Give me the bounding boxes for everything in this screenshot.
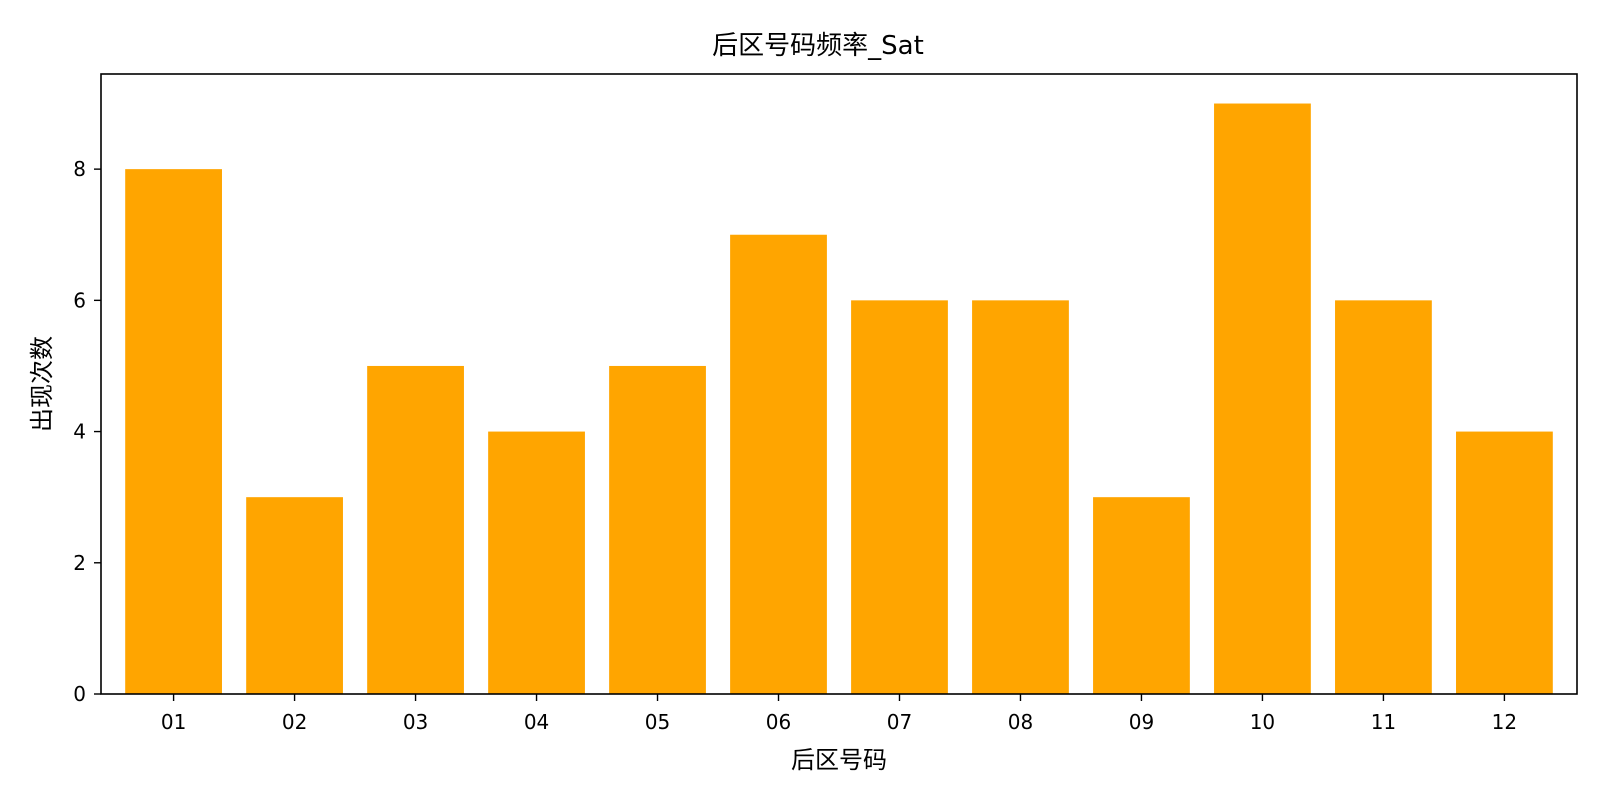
bar-03: [367, 365, 464, 694]
bar-10: [1214, 103, 1311, 695]
y-tick-label: 4: [73, 420, 86, 444]
chart-title: 后区号码频率_Sat: [712, 31, 924, 61]
bar-08: [972, 300, 1069, 694]
x-axis-label: 后区号码: [791, 746, 887, 774]
y-tick-label: 6: [73, 288, 86, 312]
x-tick-label: 12: [1492, 710, 1517, 734]
bar-09: [1093, 497, 1190, 694]
bar-12: [1456, 431, 1553, 694]
x-tick-label: 11: [1371, 710, 1396, 734]
x-tick-label: 09: [1129, 710, 1154, 734]
bar-11: [1335, 300, 1432, 694]
x-tick-label: 05: [645, 710, 670, 734]
x-axis: 01 02 03 04 05 06 07 08 09 10 11 12: [161, 694, 1517, 734]
x-tick-label: 08: [1008, 710, 1033, 734]
x-tick-label: 06: [766, 710, 791, 734]
bar-07: [851, 300, 948, 694]
bar-04: [488, 431, 585, 694]
x-tick-label: 10: [1250, 710, 1275, 734]
bar-01: [125, 169, 222, 695]
x-tick-label: 02: [282, 710, 307, 734]
x-tick-label: 03: [403, 710, 428, 734]
bar-06: [730, 234, 827, 695]
y-tick-label: 2: [73, 551, 86, 575]
x-tick-label: 01: [161, 710, 186, 734]
x-tick-label: 07: [887, 710, 912, 734]
bar-02: [246, 497, 343, 694]
y-tick-label: 8: [73, 157, 86, 181]
y-tick-label: 0: [73, 682, 86, 706]
y-axis-label: 出现次数: [28, 336, 56, 432]
bar-05: [609, 365, 706, 694]
plot-frame: [100, 73, 1578, 695]
bars-layer: [125, 103, 1553, 695]
x-tick-label: 04: [524, 710, 549, 734]
y-axis: 0 2 4 6 8: [73, 157, 101, 706]
